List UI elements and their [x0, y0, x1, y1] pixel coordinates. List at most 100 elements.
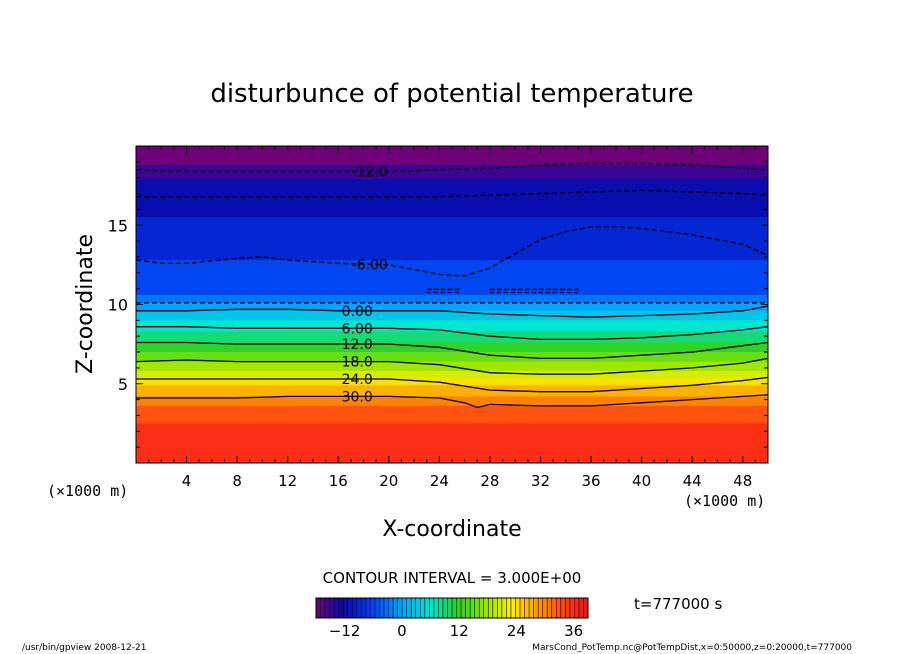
colorbar-cell [556, 598, 562, 618]
contour-label: 0.00 [342, 304, 373, 320]
colorbar-tick-label: 0 [397, 622, 407, 640]
colorbar-cell [506, 598, 512, 618]
x-axis-label: X-coordinate [382, 517, 521, 542]
time-label: t=777000 s [634, 595, 722, 613]
colorbar-frame [315, 597, 589, 619]
colorbar-cell [547, 598, 553, 618]
colorbar-cell [325, 598, 331, 618]
contour-label: -12.0 [352, 164, 388, 180]
contour-fill-bands [136, 146, 768, 463]
colorbar-cell [397, 598, 403, 618]
colorbar-cell [429, 598, 435, 618]
colorbar-cell [388, 598, 394, 618]
colorbar-cell [569, 598, 575, 618]
colorbar-cell [356, 598, 362, 618]
band [136, 423, 768, 463]
colorbar-cell [343, 598, 349, 618]
colorbar-tick-label: −12 [329, 622, 361, 640]
colorbar-cell [574, 598, 580, 618]
contour-line [136, 305, 768, 318]
colorbar-cell [379, 598, 385, 618]
contour-label: 24.0 [342, 372, 373, 388]
colorbar-cell [361, 598, 367, 618]
colorbar-cell [402, 598, 408, 618]
colorbar-cell [433, 598, 439, 618]
colorbar-cell [510, 598, 516, 618]
y-tick-label: 10 [108, 296, 128, 315]
chart-title: disturbunce of potential temperature [210, 79, 693, 109]
contour-lines [136, 162, 768, 409]
colorbar-cell [384, 598, 390, 618]
contour-label: 30.0 [342, 389, 373, 405]
contour-line [136, 189, 768, 198]
colorbar-cell [452, 598, 458, 618]
colorbar-cell [406, 598, 412, 618]
colorbar-cell [420, 598, 426, 618]
colorbar-cell [565, 598, 571, 618]
colorbar-cell [456, 598, 462, 618]
colorbar-cell [492, 598, 498, 618]
colorbar-cell [352, 598, 358, 618]
colorbar-cell [320, 598, 326, 618]
colorbar-cell [438, 598, 444, 618]
contour-line [136, 162, 768, 173]
x-tick-label: 48 [733, 472, 752, 490]
contour-line [136, 394, 768, 409]
colorbar-cell [415, 598, 421, 618]
x-tick-label: 44 [683, 472, 702, 490]
y-tick-label: 5 [118, 375, 128, 394]
colorbar-cell [393, 598, 399, 618]
colorbar-cell [370, 598, 376, 618]
footer-left: /usr/bin/gpview 2008-12-21 [22, 643, 146, 653]
x-unit-left: (×1000 m) [47, 482, 128, 500]
colorbar-cell [461, 598, 467, 618]
colorbar-cell [524, 598, 530, 618]
x-tick-label: 32 [531, 472, 550, 490]
colorbar-cell [447, 598, 453, 618]
colorbar-cell [365, 598, 371, 618]
y-tick-label: 15 [108, 216, 128, 235]
contour-line [136, 226, 768, 277]
colorbar-cell [474, 598, 480, 618]
colorbar-cell [578, 598, 584, 618]
contour-interval-text: CONTOUR INTERVAL = 3.000E+00 [323, 569, 582, 587]
x-tick-label: 28 [480, 472, 499, 490]
colorbar: −12 0 12 24 36 [315, 597, 589, 640]
colorbar-cell [515, 598, 521, 618]
contour-label: -6.00 [352, 257, 388, 273]
colorbar-cell [374, 598, 380, 618]
x-tick-label: 24 [430, 472, 449, 490]
contour-label: 12.0 [342, 337, 373, 353]
x-tick-label: 36 [581, 472, 600, 490]
colorbar-tick-label: 12 [450, 622, 469, 640]
x-tick-label: 40 [632, 472, 651, 490]
colorbar-cell [465, 598, 471, 618]
colorbar-cell [411, 598, 417, 618]
contour-line [136, 341, 768, 360]
colorbar-cell [529, 598, 535, 618]
colorbar-tick-label: 24 [507, 622, 526, 640]
footer-right: MarsCond_PotTemp.nc@PotTempDist,x=0:5000… [532, 643, 852, 653]
colorbar-cell [538, 598, 544, 618]
colorbar-cell [442, 598, 448, 618]
colorbar-cell [479, 598, 485, 618]
colorbar-cell [542, 598, 548, 618]
y-axis-label: Z-coordinate [73, 234, 98, 374]
contour-line [136, 326, 768, 341]
contour-line [136, 357, 768, 375]
x-tick-label: 20 [379, 472, 398, 490]
colorbar-cell [334, 598, 340, 618]
colorbar-cell [560, 598, 566, 618]
colorbar-cell [338, 598, 344, 618]
colorbar-cell [424, 598, 430, 618]
x-tick-label: 12 [278, 472, 297, 490]
colorbar-cell [488, 598, 494, 618]
colorbar-cell [501, 598, 507, 618]
colorbar-cell [329, 598, 335, 618]
x-unit-right: (×1000 m) [684, 492, 765, 510]
colorbar-tick-label: 36 [564, 622, 583, 640]
colorbar-cell [533, 598, 539, 618]
colorbar-cell [470, 598, 476, 618]
